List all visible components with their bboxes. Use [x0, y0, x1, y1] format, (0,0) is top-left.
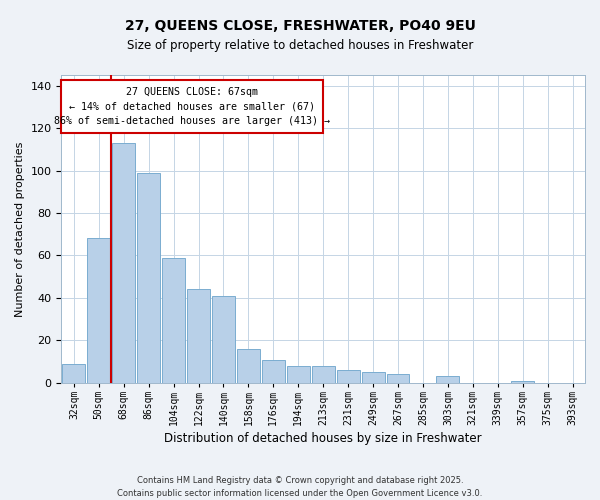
Bar: [162, 258, 185, 383]
Y-axis label: Number of detached properties: Number of detached properties: [15, 141, 25, 316]
Text: 27 QUEENS CLOSE: 67sqm
← 14% of detached houses are smaller (67)
86% of semi-det: 27 QUEENS CLOSE: 67sqm ← 14% of detached…: [55, 87, 331, 126]
Bar: [362, 372, 385, 383]
Bar: [436, 376, 460, 383]
Text: Size of property relative to detached houses in Freshwater: Size of property relative to detached ho…: [127, 40, 473, 52]
Bar: [112, 143, 135, 383]
Bar: [511, 380, 534, 383]
Bar: [386, 374, 409, 383]
Bar: [262, 360, 285, 383]
Text: Contains HM Land Registry data © Crown copyright and database right 2025.
Contai: Contains HM Land Registry data © Crown c…: [118, 476, 482, 498]
Bar: [312, 366, 335, 383]
Bar: [337, 370, 359, 383]
Bar: [88, 238, 110, 383]
Bar: [212, 296, 235, 383]
X-axis label: Distribution of detached houses by size in Freshwater: Distribution of detached houses by size …: [164, 432, 482, 445]
Bar: [237, 349, 260, 383]
Bar: [62, 364, 85, 383]
Bar: [287, 366, 310, 383]
Text: 27, QUEENS CLOSE, FRESHWATER, PO40 9EU: 27, QUEENS CLOSE, FRESHWATER, PO40 9EU: [125, 18, 475, 32]
Bar: [137, 172, 160, 383]
Bar: [187, 290, 210, 383]
